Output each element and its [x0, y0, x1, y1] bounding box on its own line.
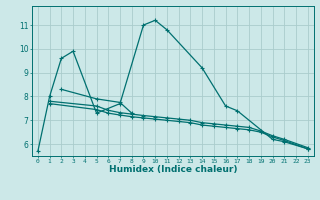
X-axis label: Humidex (Indice chaleur): Humidex (Indice chaleur) [108, 165, 237, 174]
